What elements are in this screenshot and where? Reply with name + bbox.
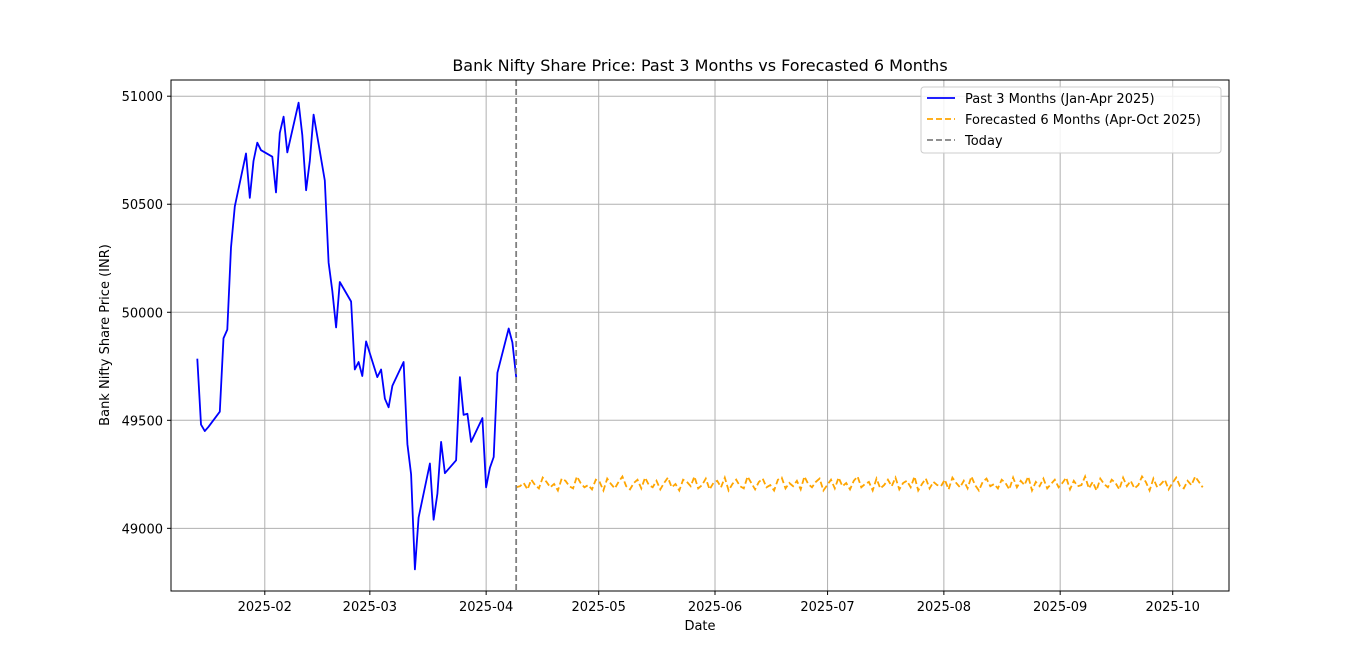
- x-tick-label: 2025-06: [688, 600, 742, 615]
- legend-label: Today: [964, 134, 1003, 149]
- x-tick-label: 2025-04: [459, 600, 513, 615]
- y-tick-label: 50500: [122, 198, 163, 213]
- x-axis: 2025-02 2025-03 2025-04 2025-05 2025-06 2025-…: [238, 591, 1200, 615]
- y-axis-label: Bank Nifty Share Price (INR): [98, 244, 113, 426]
- series-layer: [196, 80, 1204, 591]
- x-tick-label: 2025-08: [917, 600, 971, 615]
- x-tick-label: 2025-05: [572, 600, 626, 615]
- plot-frame: [170, 79, 1230, 592]
- legend: Past 3 Months (Jan-Apr 2025) Forecasted 6…: [920, 86, 1222, 154]
- grid-lines: [171, 80, 1229, 591]
- legend-label: Past 3 Months (Jan-Apr 2025): [965, 92, 1155, 107]
- y-tick-label: 50000: [122, 306, 163, 321]
- series-line-forecast: [515, 473, 1204, 494]
- x-tick-label: 2025-02: [238, 600, 292, 615]
- chart-title: Bank Nifty Share Price: Past 3 Months vs…: [452, 56, 947, 75]
- y-axis: 49000 49500 50000 50500 51000: [122, 90, 171, 537]
- y-tick-label: 49000: [122, 522, 163, 537]
- x-tick-label: 2025-10: [1146, 600, 1200, 615]
- x-tick-label: 2025-07: [800, 600, 854, 615]
- x-tick-label: 2025-09: [1033, 600, 1087, 615]
- series-line-past: [196, 101, 518, 571]
- y-tick-label: 51000: [122, 90, 163, 105]
- x-tick-label: 2025-03: [343, 600, 397, 615]
- x-axis-label: Date: [684, 619, 715, 634]
- legend-label: Forecasted 6 Months (Apr-Oct 2025): [965, 113, 1201, 128]
- legend-box: [920, 86, 1222, 154]
- y-tick-label: 49500: [122, 414, 163, 429]
